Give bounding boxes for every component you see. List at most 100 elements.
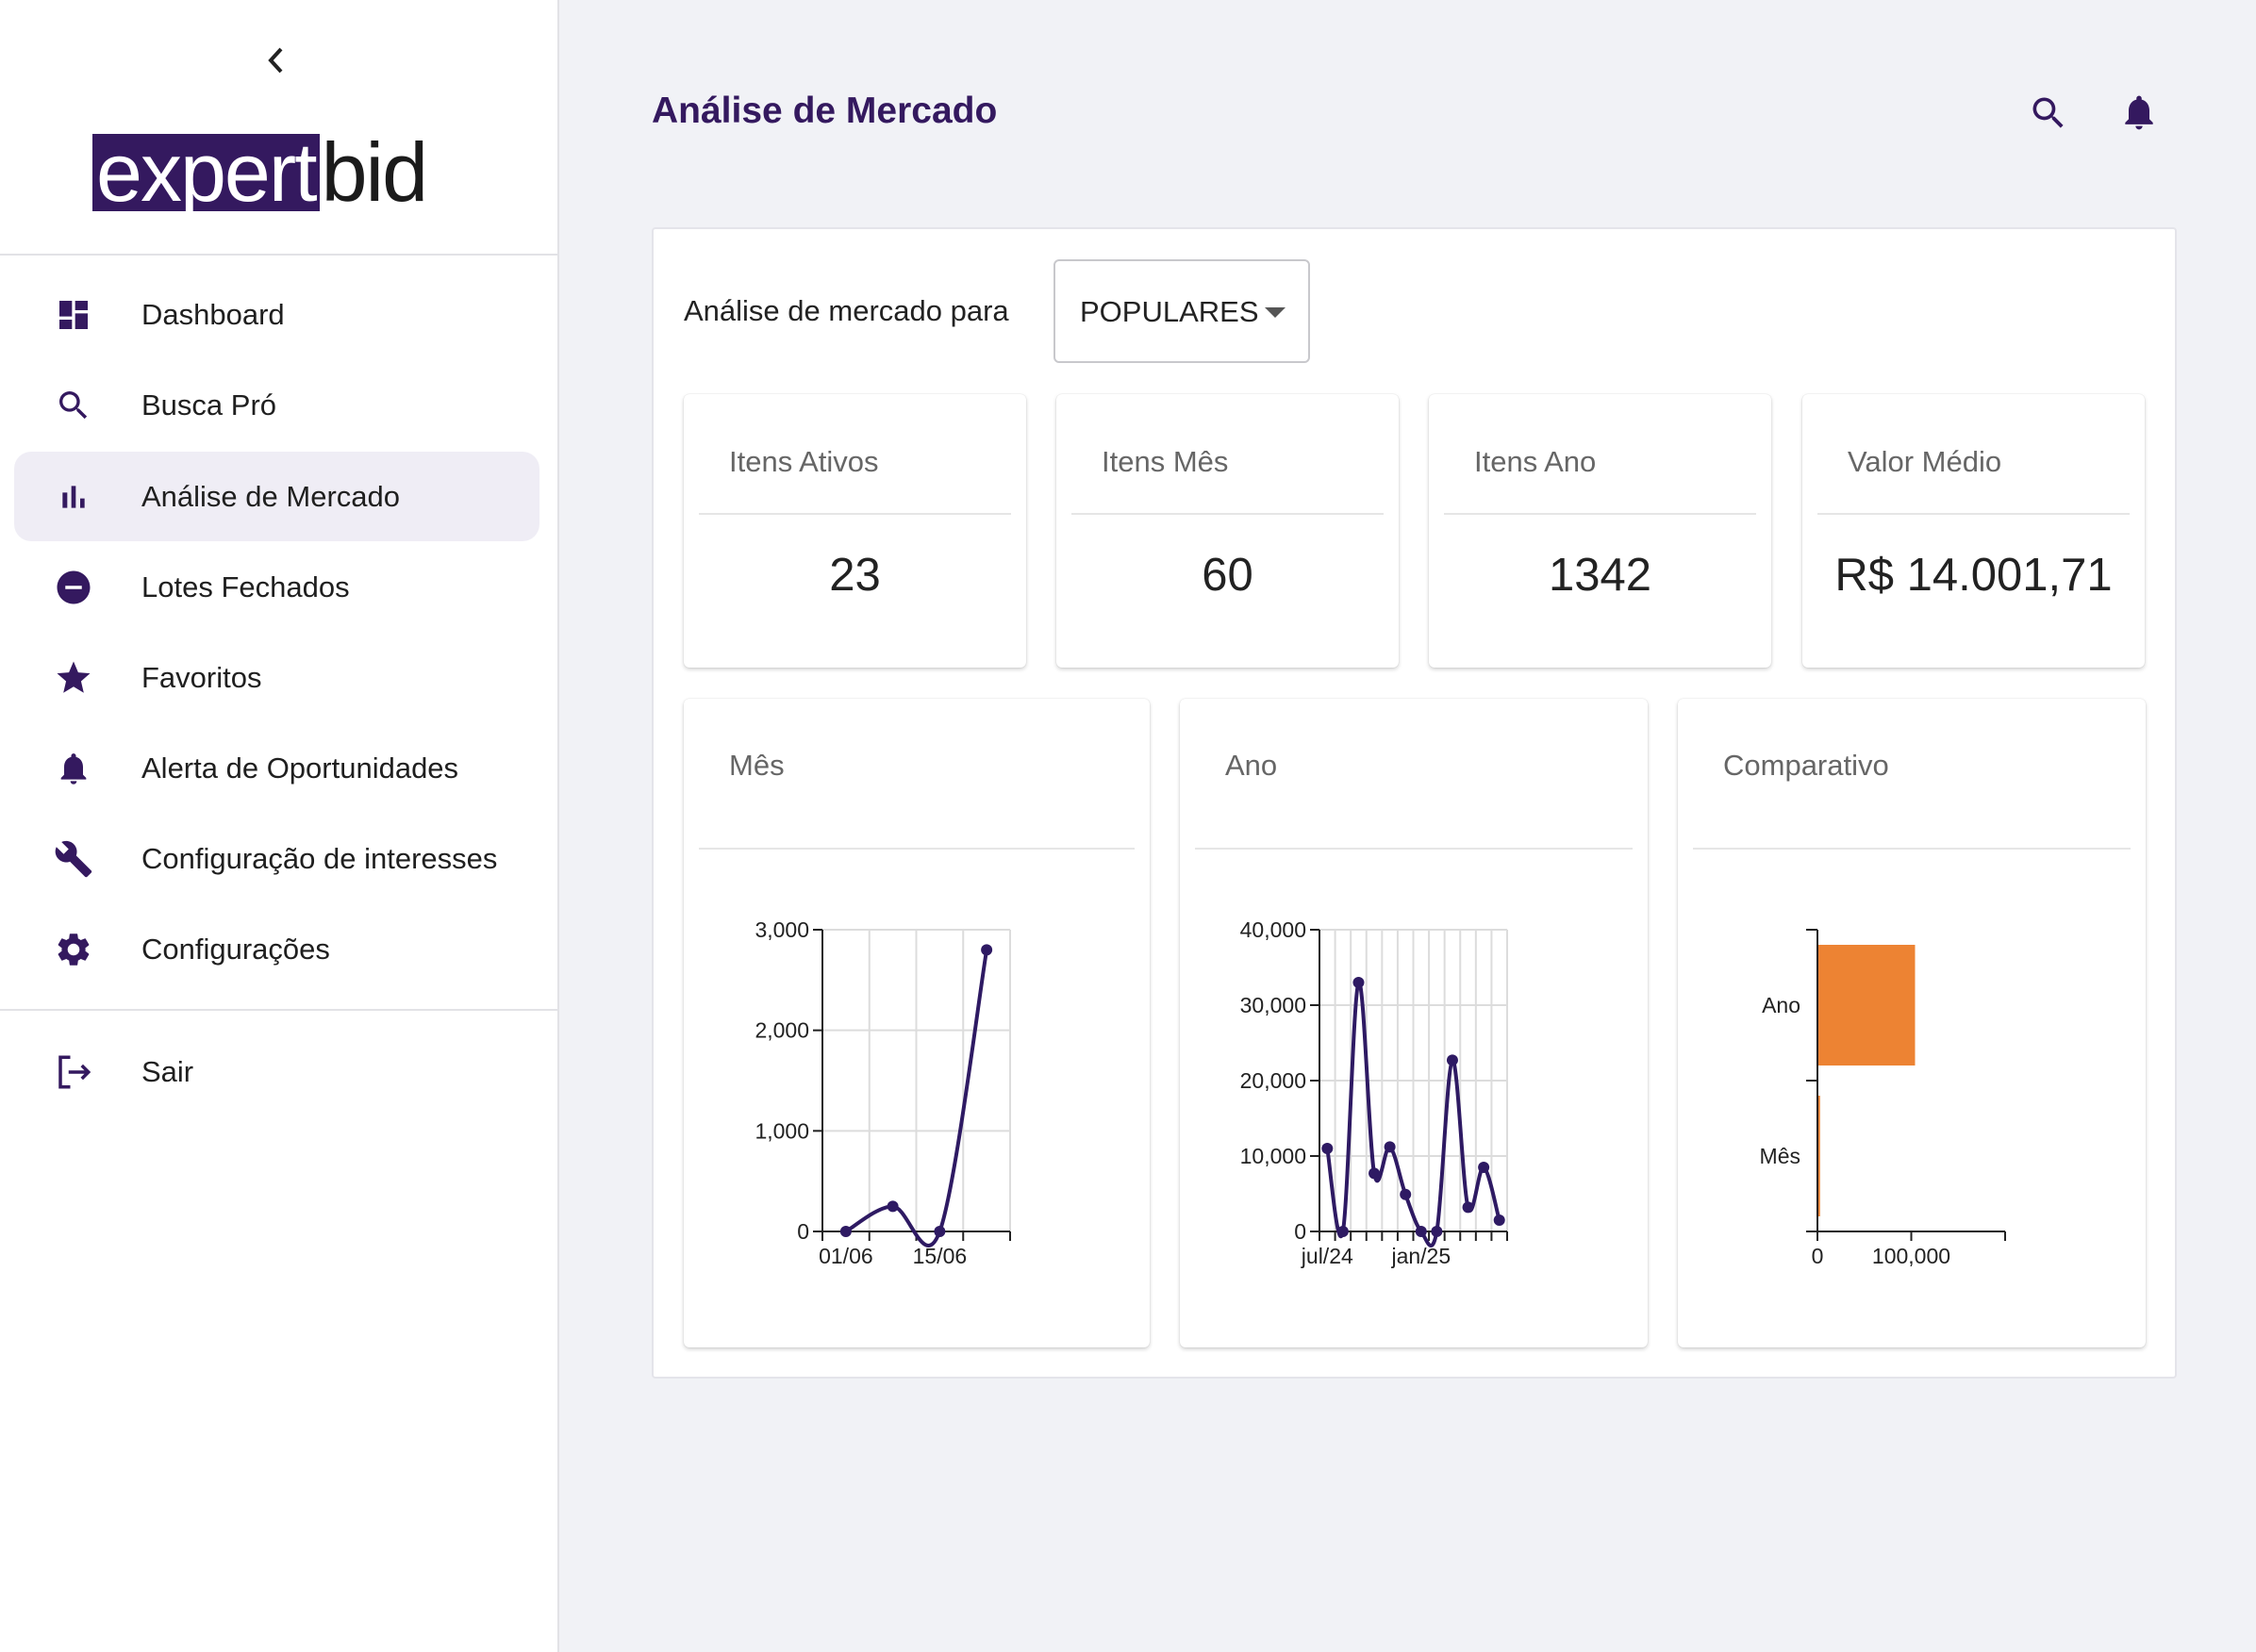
sidebar-item-label: Busca Pró xyxy=(141,388,277,421)
sidebar: expert bid Dashboard Busca Pró Análise de… xyxy=(0,0,559,1652)
sidebar-item-favoritos[interactable]: Favoritos xyxy=(14,633,539,722)
sidebar-item-label: Sair xyxy=(141,1054,194,1088)
data-point xyxy=(1369,1167,1381,1180)
divider xyxy=(1693,848,2131,850)
divider xyxy=(0,254,557,256)
sidebar-item-label: Lotes Fechados xyxy=(141,570,350,603)
sidebar-item-lotes-fechados[interactable]: Lotes Fechados xyxy=(14,542,539,632)
divider xyxy=(1817,513,2130,515)
logo-expert: expert xyxy=(92,131,320,214)
chart-title: Mês xyxy=(729,749,785,782)
data-point xyxy=(1415,1226,1427,1237)
divider xyxy=(699,513,1011,515)
bell-icon xyxy=(54,749,93,788)
stat-value: 23 xyxy=(829,550,881,601)
stat-card-itens-ano: Itens Ano 1342 xyxy=(1429,394,1771,668)
sidebar-item-label: Dashboard xyxy=(141,297,285,331)
sidebar-item-busca-pro[interactable]: Busca Pró xyxy=(14,360,539,450)
star-icon xyxy=(54,658,93,698)
sidebar-item-analise-de-mercado[interactable]: Análise de Mercado xyxy=(14,452,539,541)
y-tick-label: 3,000 xyxy=(755,917,809,942)
chevron-left-icon[interactable] xyxy=(262,43,290,77)
gear-icon xyxy=(54,930,93,969)
stat-card-itens-mes: Itens Mês 60 xyxy=(1056,394,1399,668)
data-point xyxy=(1321,1143,1334,1154)
search-icon[interactable] xyxy=(2028,92,2069,139)
bar xyxy=(1817,945,1916,1066)
divider xyxy=(699,848,1135,850)
sidebar-item-alerta-de-oportunidades[interactable]: Alerta de Oportunidades xyxy=(14,723,539,813)
filter-label: Análise de mercado para xyxy=(684,294,1009,327)
stat-card-valor-medio: Valor Médio R$ 14.001,71 xyxy=(1802,394,2145,668)
stat-title: Itens Ano xyxy=(1474,445,1597,478)
market-select[interactable]: POPULARES xyxy=(1053,259,1310,363)
bar xyxy=(1817,1096,1820,1216)
market-select-value: POPULARES xyxy=(1080,295,1259,328)
data-point xyxy=(1462,1201,1474,1214)
data-point xyxy=(1446,1054,1458,1066)
y-tick-label: 2,000 xyxy=(755,1018,809,1043)
minus-circle-icon xyxy=(54,568,93,607)
data-point xyxy=(1400,1188,1412,1200)
y-tick-label: 0 xyxy=(797,1219,809,1244)
bar-chart-icon xyxy=(54,477,93,517)
stat-title: Itens Mês xyxy=(1102,445,1229,478)
stat-value: 1342 xyxy=(1548,550,1651,601)
y-tick-label: 10,000 xyxy=(1240,1144,1306,1168)
sidebar-item-dashboard[interactable]: Dashboard xyxy=(14,270,539,359)
stat-title: Valor Médio xyxy=(1848,445,2002,478)
sidebar-item-label: Configuração de interesses xyxy=(141,841,498,875)
stat-title: Itens Ativos xyxy=(729,445,879,478)
divider xyxy=(1195,848,1633,850)
data-point xyxy=(981,944,993,956)
series-line xyxy=(844,950,989,1247)
y-category-label: Ano xyxy=(1762,993,1800,1017)
sidebar-item-label: Configurações xyxy=(141,932,330,966)
dashboard-icon xyxy=(54,295,93,335)
x-tick-label: 01/06 xyxy=(819,1244,873,1268)
page-title: Análise de Mercado xyxy=(652,91,998,131)
y-category-label: Mês xyxy=(1760,1144,1800,1168)
data-point xyxy=(887,1200,899,1213)
wrench-icon xyxy=(54,839,93,879)
sidebar-item-configuracao-de-interesses[interactable]: Configuração de interesses xyxy=(14,814,539,903)
data-point xyxy=(1431,1226,1443,1237)
sidebar-item-label: Alerta de Oportunidades xyxy=(141,751,459,785)
x-tick-label: jan/25 xyxy=(1390,1244,1451,1268)
y-tick-label: 1,000 xyxy=(755,1118,809,1143)
data-point xyxy=(1352,977,1365,988)
chart-title: Comparativo xyxy=(1723,749,1889,782)
sidebar-item-label: Favoritos xyxy=(141,660,262,694)
divider xyxy=(1071,513,1384,515)
y-tick-label: 20,000 xyxy=(1240,1068,1306,1093)
stat-card-itens-ativos: Itens Ativos 23 xyxy=(684,394,1026,668)
bell-icon[interactable] xyxy=(2118,91,2160,138)
sidebar-item-label: Análise de Mercado xyxy=(141,479,400,513)
chart-title: Ano xyxy=(1225,749,1278,782)
y-tick-label: 40,000 xyxy=(1240,917,1306,942)
data-point xyxy=(1384,1141,1396,1153)
data-point xyxy=(934,1226,946,1237)
logout-icon xyxy=(54,1052,93,1092)
divider xyxy=(0,1009,557,1011)
x-tick-label: 0 xyxy=(1812,1244,1824,1268)
y-tick-label: 0 xyxy=(1294,1219,1306,1244)
logo-bid: bid xyxy=(321,125,428,219)
stat-value: R$ 14.001,71 xyxy=(1834,550,2113,601)
data-point xyxy=(1478,1162,1490,1173)
logo: expert bid xyxy=(92,125,428,219)
sidebar-item-configuracoes[interactable]: Configurações xyxy=(14,904,539,994)
data-point xyxy=(1493,1214,1505,1226)
x-tick-label: jul/24 xyxy=(1301,1244,1353,1268)
x-tick-label: 15/06 xyxy=(913,1244,968,1268)
caret-down-icon xyxy=(1265,306,1286,323)
data-point xyxy=(1336,1226,1349,1237)
y-tick-label: 30,000 xyxy=(1240,993,1306,1017)
divider xyxy=(1444,513,1756,515)
stat-value: 60 xyxy=(1202,550,1253,601)
search-icon xyxy=(54,386,93,425)
sidebar-item-sair[interactable]: Sair xyxy=(14,1027,539,1116)
x-tick-label: 100,000 xyxy=(1872,1244,1950,1268)
data-point xyxy=(839,1226,852,1237)
